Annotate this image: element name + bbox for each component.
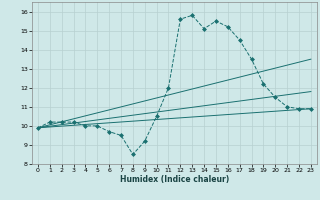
X-axis label: Humidex (Indice chaleur): Humidex (Indice chaleur)	[120, 175, 229, 184]
